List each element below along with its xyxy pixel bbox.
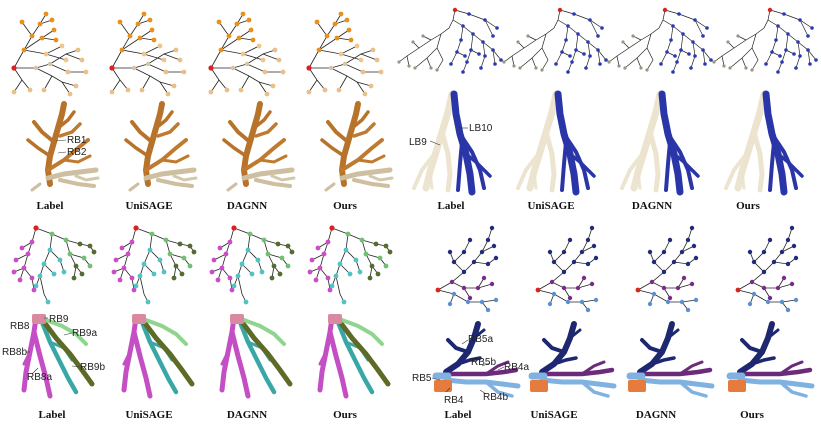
annotation-rb5: RB5 bbox=[412, 373, 432, 384]
annotation-rb5a: RB5a bbox=[468, 334, 493, 345]
tree-graph-ours bbox=[711, 7, 819, 75]
caption-ours: Ours bbox=[736, 200, 761, 212]
panel-bottom-left: RB8 RB9 RB9a RB8b RB8a RB9b Label UniSAG… bbox=[2, 224, 393, 421]
airway-mesh-ours bbox=[322, 104, 392, 190]
tree-graph-label bbox=[11, 224, 97, 305]
airway-mesh-ours bbox=[728, 324, 812, 396]
panel-top-left: RB1 RB2 Label UniSAGE DAGNN Ours bbox=[10, 11, 392, 212]
annotation-lb10: LB10 bbox=[469, 123, 493, 134]
caption-ours: Ours bbox=[333, 200, 358, 212]
tree-graph-dagnn bbox=[209, 224, 295, 305]
airway-mesh-label bbox=[28, 104, 98, 190]
airway-mesh-ours bbox=[726, 94, 802, 192]
tree-graph-ours bbox=[305, 11, 384, 97]
tree-graph-unisage bbox=[501, 7, 609, 75]
annotation-rb8b: RB8b bbox=[2, 347, 27, 358]
tree-graph-unisage bbox=[535, 225, 599, 313]
annotation-rb8a: RB8a bbox=[27, 372, 52, 383]
caption-dagnn: DAGNN bbox=[227, 200, 267, 212]
airway-mesh-dagnn bbox=[224, 104, 294, 190]
airway-mesh-ours bbox=[320, 314, 388, 396]
panel-top-right: LB9 LB10 Label UniSAGE DAGNN Ours bbox=[396, 7, 819, 212]
annotation-rb1: RB1 bbox=[67, 135, 87, 146]
airway-mesh-dagnn bbox=[622, 94, 698, 192]
tree-graph-label bbox=[396, 7, 504, 75]
annotation-rb5b: RB5b bbox=[471, 357, 496, 368]
caption-dagnn: DAGNN bbox=[636, 409, 676, 421]
annotation-rb4a: RB4a bbox=[504, 362, 529, 373]
caption-label: Label bbox=[445, 409, 472, 421]
airway-mesh-label bbox=[24, 314, 92, 396]
tree-graph-dagnn bbox=[635, 225, 699, 313]
caption-unisage: UniSAGE bbox=[125, 409, 172, 421]
caption-label: Label bbox=[39, 409, 66, 421]
tree-graph-dagnn bbox=[606, 7, 714, 75]
tree-graph-unisage bbox=[111, 224, 197, 305]
annotation-rb4: RB4 bbox=[444, 395, 464, 406]
annotation-rb8: RB8 bbox=[10, 321, 30, 332]
airway-mesh-unisage bbox=[530, 324, 614, 396]
caption-unisage: UniSAGE bbox=[527, 200, 574, 212]
tree-graph-label bbox=[10, 11, 89, 97]
caption-dagnn: DAGNN bbox=[227, 409, 267, 421]
airway-mesh-dagnn bbox=[628, 324, 712, 396]
caption-unisage: UniSAGE bbox=[530, 409, 577, 421]
caption-label: Label bbox=[438, 200, 465, 212]
airway-mesh-dagnn bbox=[222, 314, 290, 396]
annotation-lb9: LB9 bbox=[409, 137, 427, 148]
panel-bottom-right: RB5a RB5b RB4a RB5 RB4 RB4b Label UniSAG… bbox=[412, 225, 812, 421]
tree-graph-ours bbox=[735, 225, 799, 313]
airway-mesh-unisage bbox=[124, 314, 192, 396]
caption-ours: Ours bbox=[333, 409, 358, 421]
caption-label: Label bbox=[37, 200, 64, 212]
airway-mesh-unisage bbox=[518, 94, 594, 192]
annotation-rb9: RB9 bbox=[49, 314, 69, 325]
airway-mesh-unisage bbox=[126, 104, 196, 190]
tree-graph-ours bbox=[307, 224, 393, 305]
caption-ours: Ours bbox=[740, 409, 765, 421]
annotation-rb9a: RB9a bbox=[72, 328, 97, 339]
annotation-rb9b: RB9b bbox=[80, 362, 105, 373]
caption-unisage: UniSAGE bbox=[125, 200, 172, 212]
annotation-rb2: RB2 bbox=[67, 147, 87, 158]
caption-dagnn: DAGNN bbox=[632, 200, 672, 212]
annotation-rb4b: RB4b bbox=[483, 392, 508, 403]
tree-graph-dagnn bbox=[207, 11, 286, 97]
tree-graph-label bbox=[435, 225, 499, 313]
tree-graph-unisage bbox=[108, 11, 187, 97]
